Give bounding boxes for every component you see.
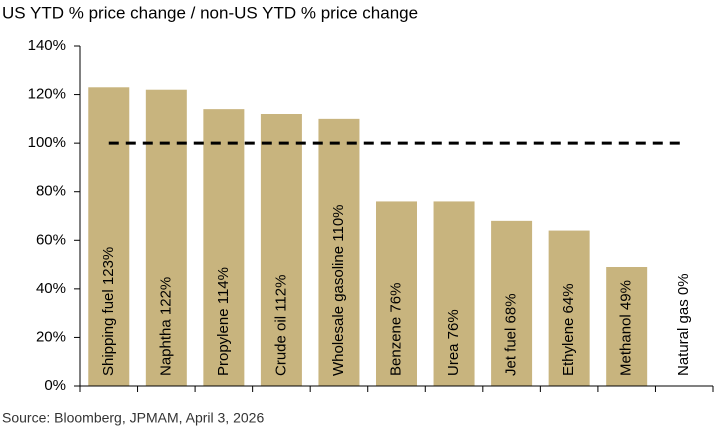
bar-label: Jet fuel 68% xyxy=(503,293,520,376)
value-label: 0% xyxy=(675,273,692,295)
bar xyxy=(491,220,533,386)
y-tick-label: 60% xyxy=(36,231,66,248)
value-label: 112% xyxy=(272,275,289,312)
bar xyxy=(606,267,648,386)
category-label: Crude oil xyxy=(272,316,289,376)
value-label: 49% xyxy=(618,280,635,310)
category-label: Wholesale gasoline xyxy=(330,246,347,376)
bar xyxy=(88,87,130,387)
source-note: Source: Bloomberg, JPMAM, April 3, 2026 xyxy=(2,410,264,426)
y-tick-label: 80% xyxy=(36,183,66,200)
y-tick-label: 20% xyxy=(36,328,66,345)
y-tick-label: 140% xyxy=(28,37,66,54)
category-label: Methanol xyxy=(618,314,635,376)
bar-label: Propylene 114% xyxy=(215,267,232,376)
value-label: 68% xyxy=(503,293,520,323)
value-label: 76% xyxy=(387,283,404,313)
bar xyxy=(145,89,187,386)
bar-label: Urea 76% xyxy=(445,309,462,376)
y-tick-label: 0% xyxy=(44,377,66,394)
y-tick-label: 40% xyxy=(36,280,66,297)
value-label: 110% xyxy=(330,204,347,241)
y-tick-label: 120% xyxy=(28,86,66,103)
bar-label: Benzene 76% xyxy=(387,283,404,376)
bar xyxy=(203,109,245,387)
category-label: Propylene xyxy=(215,308,232,376)
category-label: Shipping fuel xyxy=(100,289,117,376)
value-label: 123% xyxy=(100,247,117,285)
category-label: Urea xyxy=(445,343,462,376)
bar-label: Wholesale gasoline 110% xyxy=(330,204,347,376)
category-label: Benzene xyxy=(387,317,404,376)
bar-label: Crude oil 112% xyxy=(272,275,289,376)
bar-label: Ethylene 64% xyxy=(560,283,577,376)
bar-label: Naphtha 122% xyxy=(157,277,174,376)
category-label: Ethylene xyxy=(560,318,577,376)
bar xyxy=(260,114,302,386)
bar-label: Shipping fuel 123% xyxy=(100,247,117,376)
bar-label: Natural gas 0% xyxy=(675,273,692,376)
value-label: 64% xyxy=(560,283,577,313)
bar xyxy=(318,118,360,386)
value-label: 76% xyxy=(445,309,462,339)
category-label: Jet fuel xyxy=(503,328,520,376)
category-label: Naphtha xyxy=(157,319,174,376)
y-tick-label: 100% xyxy=(28,134,66,151)
bar xyxy=(548,230,590,386)
category-label: Natural gas xyxy=(675,299,692,376)
value-label: 122% xyxy=(157,277,174,315)
bar xyxy=(433,201,475,386)
bar-label: Methanol 49% xyxy=(618,280,635,376)
chart-title: US YTD % price change / non-US YTD % pri… xyxy=(2,3,418,22)
bar xyxy=(376,201,417,386)
value-label: 114% xyxy=(215,267,232,304)
